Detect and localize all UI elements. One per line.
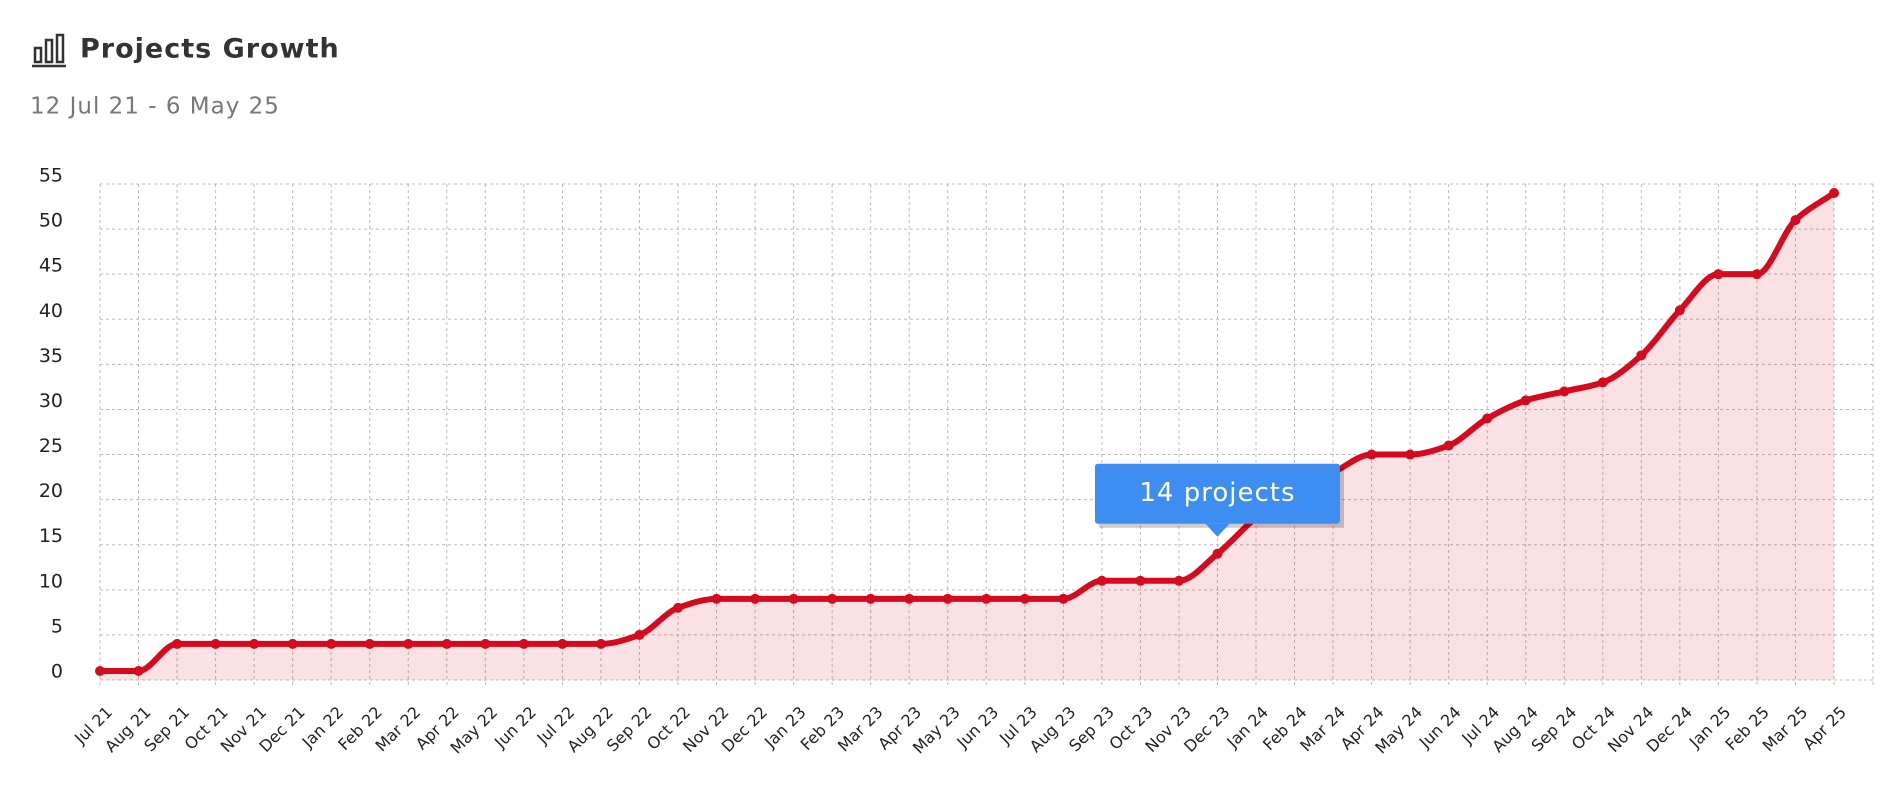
point [1366,449,1377,460]
point [1212,548,1223,559]
point [942,593,953,604]
point [326,638,337,649]
point [1751,269,1762,280]
y-tick-label: 25 [39,435,63,457]
point [364,638,375,649]
point [1405,449,1416,460]
point [1135,575,1146,586]
chart-subtitle: 12 Jul 21 - 6 May 25 [30,94,280,120]
point [1019,593,1030,604]
point [210,638,221,649]
point [133,665,144,676]
point [865,593,876,604]
point [1674,305,1685,316]
point [981,593,992,604]
y-tick-label: 0 [51,661,63,683]
point [1829,188,1839,199]
point [480,638,491,649]
area [100,193,1834,680]
tooltip-text: 14 projects [1139,478,1295,508]
point [441,638,452,649]
point [1520,395,1531,406]
chart-icon [32,33,66,68]
y-tick-label: 15 [39,525,63,547]
point [1713,269,1724,280]
point [1790,215,1801,226]
line [99,190,1836,674]
y-tick-label: 55 [39,165,63,187]
point [249,638,260,649]
point [95,665,105,676]
x-tick-label: Apr 25 [1799,703,1850,754]
point [1173,575,1184,586]
point [287,638,298,649]
point [1559,386,1570,397]
point [788,593,799,604]
point [711,593,722,604]
point [1443,440,1454,451]
point [172,638,183,649]
point [634,629,645,640]
y-tick-label: 45 [39,255,63,277]
point [1058,593,1069,604]
point [557,638,568,649]
y-tick-label: 50 [39,210,63,232]
point [827,593,838,604]
point [750,593,761,604]
point [403,638,414,649]
point [1482,413,1493,424]
point [518,638,529,649]
point [1597,377,1608,388]
tooltip-arrow [1205,523,1230,537]
point [1096,575,1107,586]
x-tick-label: Jun 22 [490,703,540,753]
x-tick-label: Jun 23 [952,703,1002,753]
point [1636,350,1647,361]
point [673,602,683,613]
point [904,593,915,604]
y-tick-label: 40 [39,300,63,322]
chart-title: Projects Growth [80,34,340,65]
x-tick-label: Jun 24 [1415,703,1465,753]
y-tick-label: 30 [39,390,63,412]
y-tick-label: 35 [39,345,63,367]
y-tick-label: 20 [39,480,63,502]
y-tick-label: 10 [39,570,63,592]
tooltip: 14 projects [1094,463,1344,537]
tooltip-box [1094,463,1340,524]
point [595,638,606,649]
y-tick-label: 5 [51,615,63,637]
